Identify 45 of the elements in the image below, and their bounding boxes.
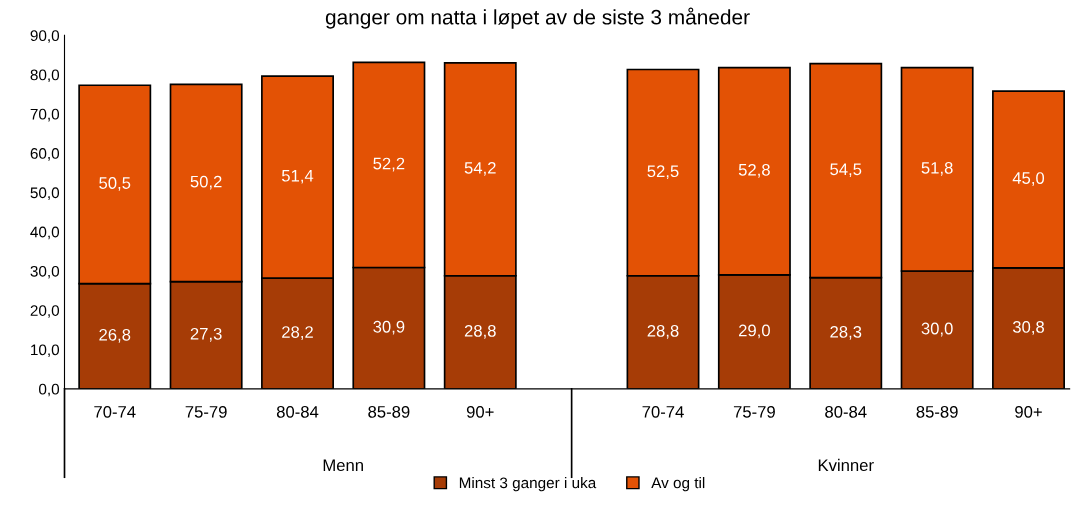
data-label: 51,4	[281, 169, 314, 184]
data-label: 52,2	[373, 157, 405, 172]
data-label: 30,8	[1012, 321, 1044, 335]
data-label: 30,9	[373, 320, 405, 335]
x-tick-label: 75-79	[733, 405, 775, 418]
x-tick-label: 90+	[466, 405, 494, 418]
text: Menn	[323, 459, 363, 472]
x-tick-label: 80-84	[276, 405, 319, 418]
data-label: 45,0	[1012, 172, 1045, 186]
data-label: 54,5	[830, 163, 862, 178]
y-tick-label: 40,0	[30, 226, 60, 240]
data-label: 30,0	[921, 322, 953, 337]
y-tick-label: 20,0	[30, 305, 60, 318]
data-label: 28,8	[647, 324, 679, 339]
data-label: 26,8	[99, 328, 131, 343]
data-label: 50,5	[99, 177, 131, 191]
data-label: 28,2	[282, 326, 313, 340]
chart-title: ganger om natta i løpet av de siste 3 måneder	[325, 7, 750, 29]
x-tick-label: 80-84	[825, 405, 867, 418]
data-label: 52,5	[647, 165, 679, 180]
y-tick-label: 10,0	[31, 344, 60, 358]
x-tick-label: 75-79	[185, 405, 227, 418]
y-tick-label: 50,0	[30, 187, 60, 200]
text: Kvinner	[818, 458, 874, 472]
y-tick-label: 80,0	[30, 69, 60, 83]
y-tick-label: 0,0	[39, 383, 60, 397]
x-tick-label: 85-89	[368, 405, 410, 418]
legend-label: Av og til	[651, 477, 705, 492]
y-tick-label: 60,0	[30, 148, 60, 161]
data-label: 50,2	[190, 175, 222, 190]
data-label: 27,3	[190, 327, 222, 342]
data-label: 54,2	[464, 161, 496, 176]
y-tick-label: 70,0	[30, 108, 60, 122]
legend-label: Minst 3 ganger i uka	[459, 477, 597, 492]
x-tick-label: 85-89	[916, 405, 958, 418]
x-tick-label: 70-74	[94, 405, 136, 418]
data-label: 51,8	[921, 161, 953, 176]
x-tick-label: 90+	[1015, 405, 1042, 418]
data-label: 28,8	[464, 324, 496, 339]
y-tick-label: 90,0	[30, 30, 60, 43]
x-tick-label: 70-74	[642, 405, 684, 418]
y-tick-label: 30,0	[30, 265, 60, 279]
data-label: 52,8	[738, 163, 770, 178]
data-label: 29,0	[739, 324, 770, 339]
data-label: 28,3	[830, 325, 862, 340]
